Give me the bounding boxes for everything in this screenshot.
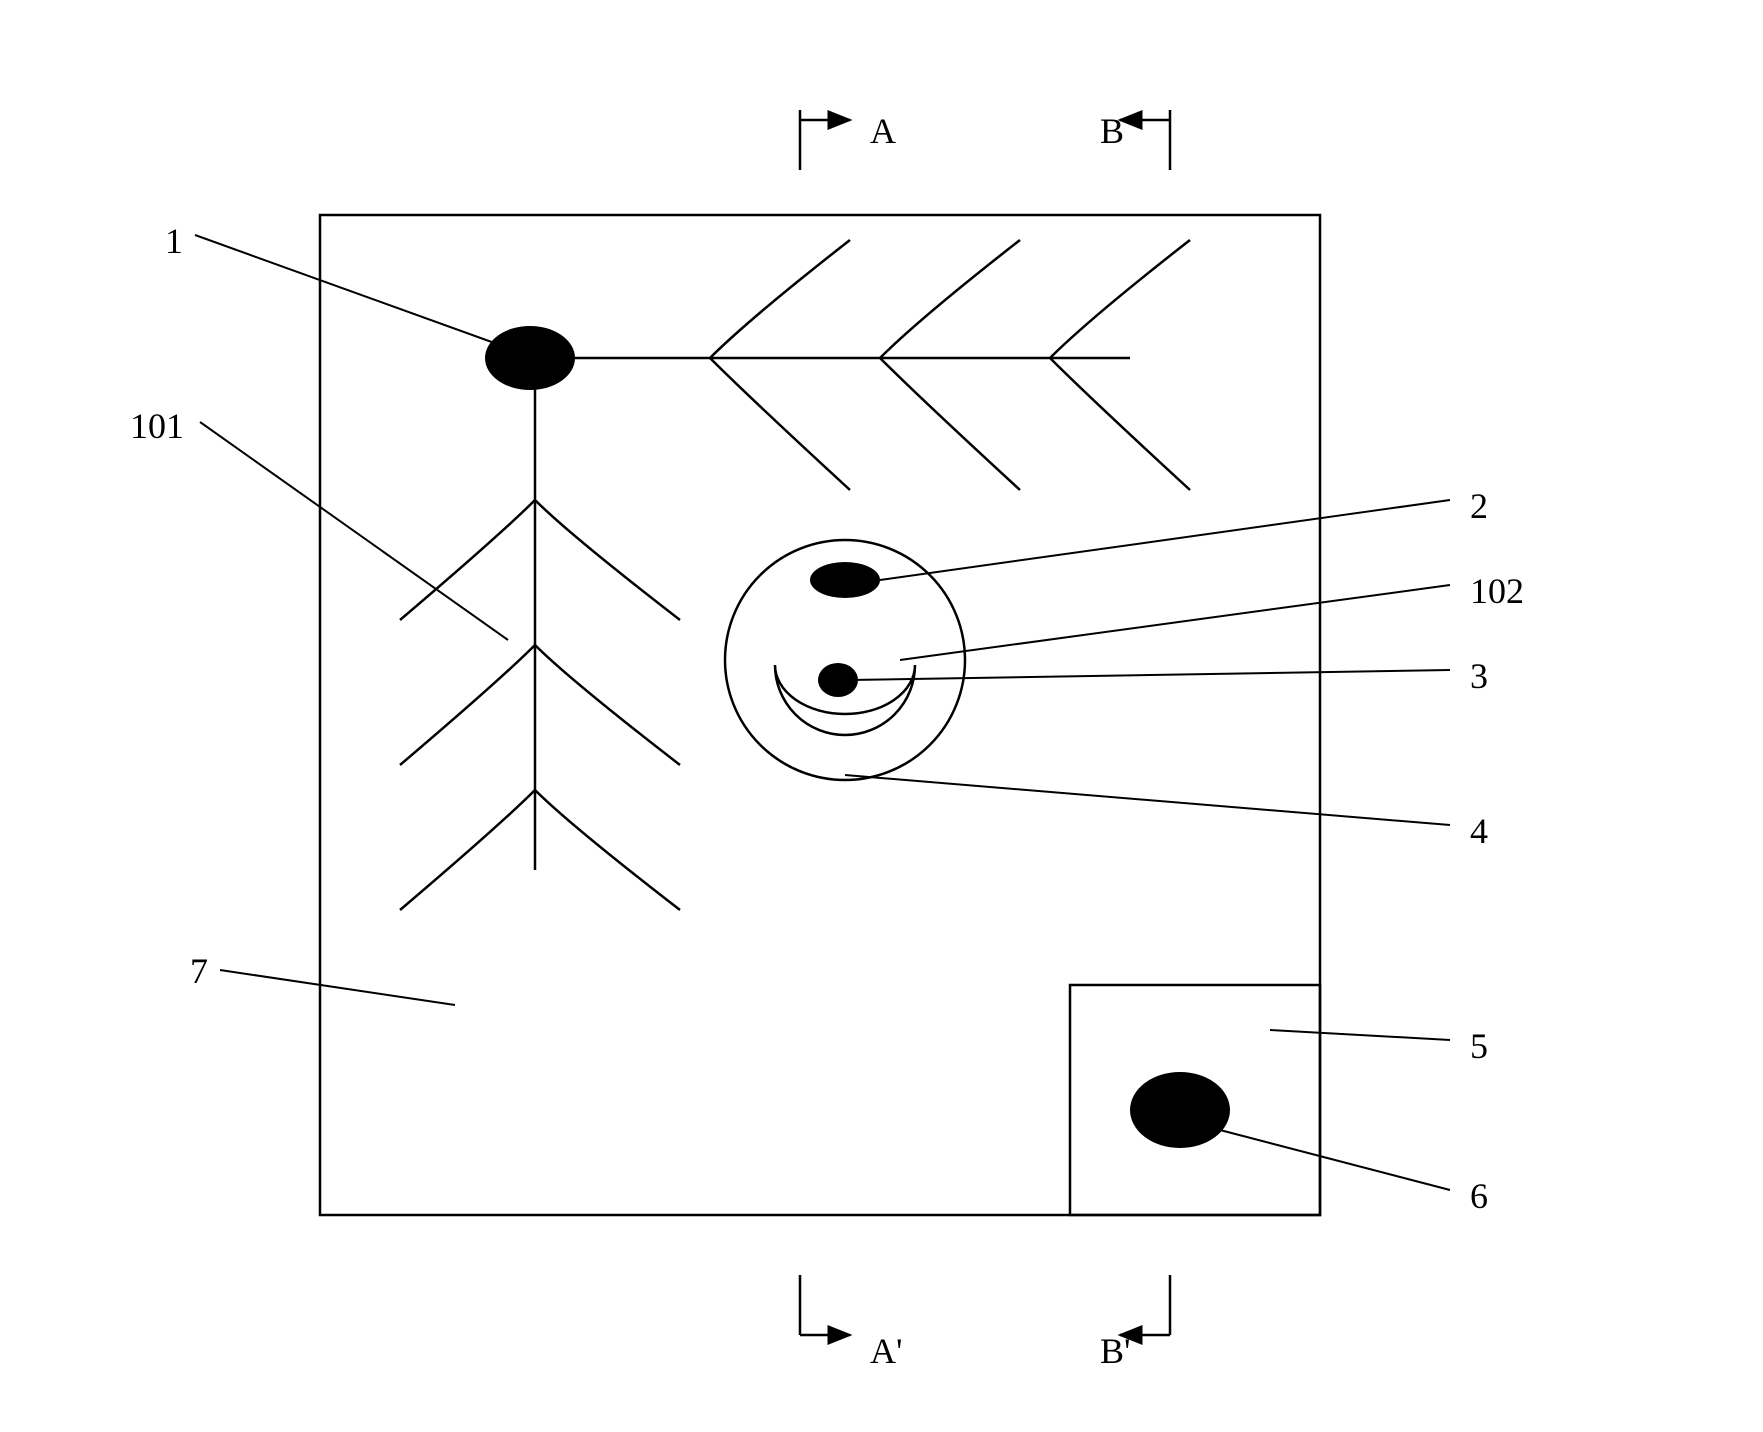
label-102: 102: [1470, 570, 1524, 612]
technical-diagram: [0, 0, 1763, 1432]
label-6: 6: [1470, 1175, 1488, 1217]
label-4: 4: [1470, 810, 1488, 852]
label-B-prime: B': [1100, 1330, 1131, 1372]
label-A-prime: A': [870, 1330, 902, 1372]
label-5: 5: [1470, 1025, 1488, 1067]
label-A: A: [870, 110, 896, 152]
label-B: B: [1100, 110, 1124, 152]
label-1: 1: [165, 220, 183, 262]
label-3: 3: [1470, 655, 1488, 697]
label-101: 101: [130, 405, 184, 447]
label-2: 2: [1470, 485, 1488, 527]
label-7: 7: [190, 950, 208, 992]
